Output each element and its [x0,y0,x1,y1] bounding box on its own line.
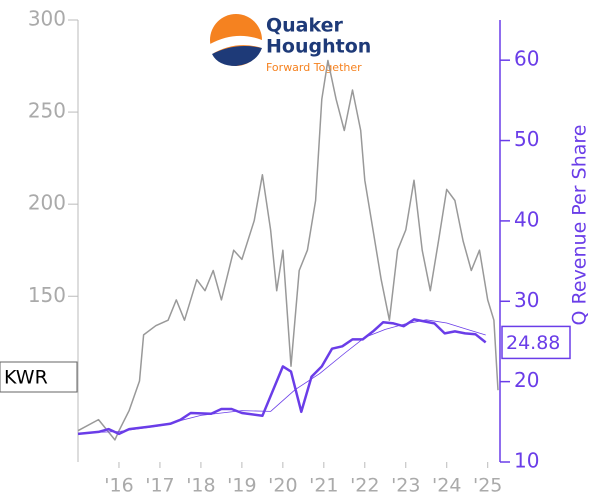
x-tick-label: '21 [309,475,338,497]
value-label: 24.88 [506,332,560,354]
y2-tick-label: 50 [514,127,539,151]
x-tick-label: '20 [268,475,297,497]
y2-tick-label: 60 [514,47,539,71]
value-box [501,325,571,360]
series-line [77,319,486,434]
x-tick-label: '23 [391,475,420,497]
logo-wave [210,35,262,54]
y2-tick-label: 10 [514,449,539,473]
x-tick-label: '25 [473,475,502,497]
y2-axis-label: Q Revenue Per Share [569,125,591,326]
x-tick-label: '18 [186,475,215,497]
x-tick-label: '22 [350,475,379,497]
y-tick-label: 300 [28,7,66,31]
x-tick-label: '17 [145,475,174,497]
y2-tick-label: 30 [514,288,539,312]
y-tick-label: 250 [28,99,66,123]
y-tick-label: 200 [28,191,66,215]
logo-tagline: Forward Together [266,61,362,74]
series-line [77,59,499,441]
logo-text: Houghton [266,36,371,58]
y2-tick-label: 20 [514,368,539,392]
ticker-label: KWR [4,367,48,389]
ticker-box [0,361,78,393]
x-tick-label: '16 [104,475,133,497]
x-tick-label: '24 [432,475,461,497]
x-tick-label: '19 [227,475,256,497]
y-tick-label: 150 [28,283,66,307]
logo-wave [212,46,262,66]
logo: Quaker Houghton Forward Together [210,14,371,74]
y2-tick-label: 40 [514,207,539,231]
logo-text: Quaker [266,15,344,37]
